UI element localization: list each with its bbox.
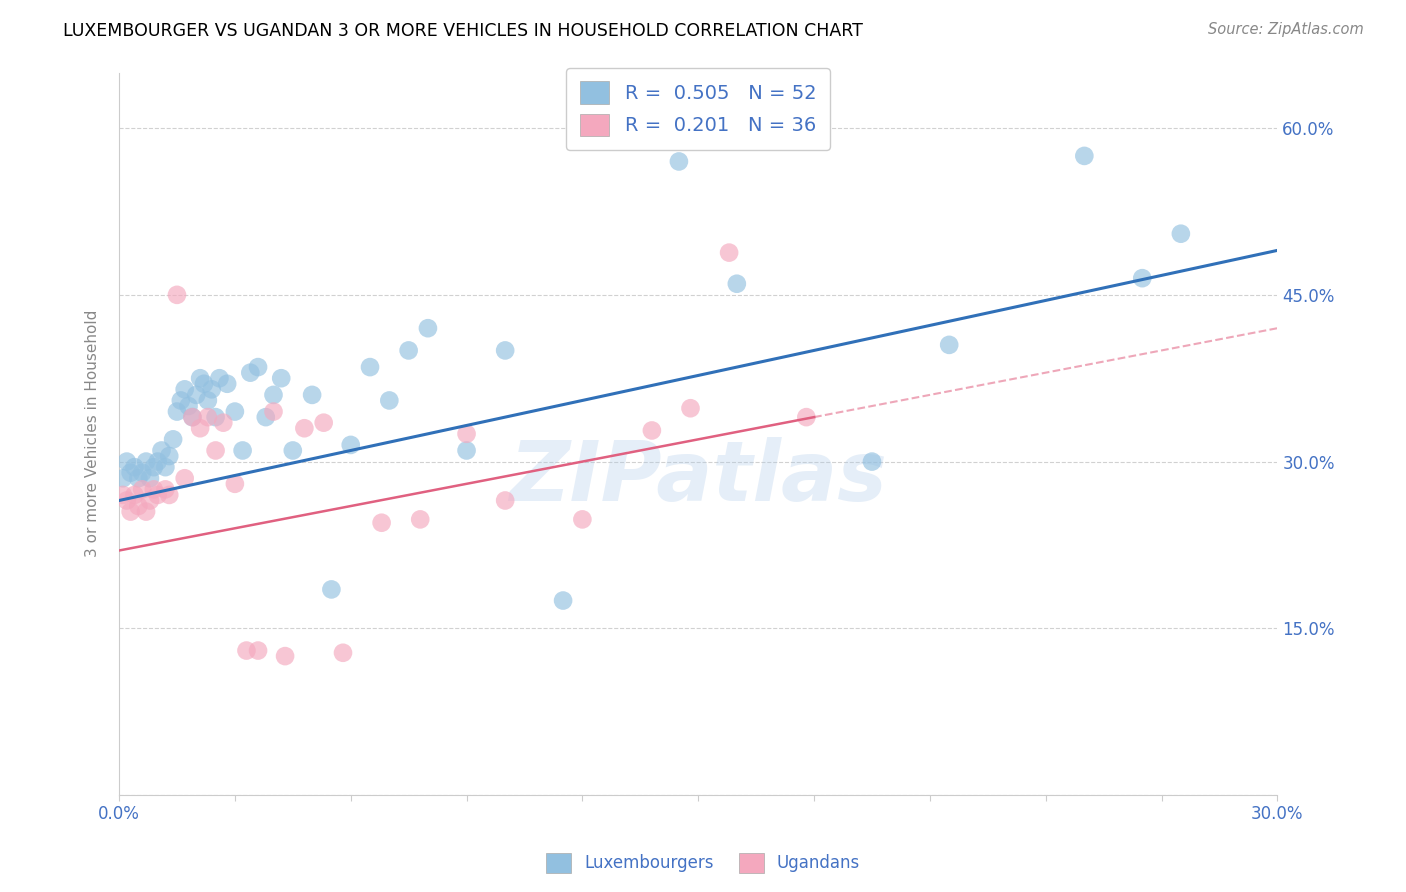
Point <box>551 593 574 607</box>
Point <box>177 399 200 413</box>
Point <box>254 410 277 425</box>
Point <box>938 338 960 352</box>
Point <box>162 433 184 447</box>
Point <box>339 438 361 452</box>
Point <box>1073 149 1095 163</box>
Point <box>111 471 134 485</box>
Point <box>127 471 149 485</box>
Point <box>115 454 138 468</box>
Point <box>166 288 188 302</box>
Point <box>224 404 246 418</box>
Point <box>150 443 173 458</box>
Point <box>860 454 883 468</box>
Point <box>1130 271 1153 285</box>
Point <box>124 488 146 502</box>
Point <box>173 471 195 485</box>
Point <box>120 505 142 519</box>
Point <box>321 582 343 597</box>
Point <box>312 416 335 430</box>
Point <box>127 499 149 513</box>
Point <box>292 421 315 435</box>
Point <box>131 483 153 497</box>
Point <box>301 388 323 402</box>
Point <box>166 404 188 418</box>
Point <box>247 360 270 375</box>
Point <box>197 410 219 425</box>
Point <box>571 512 593 526</box>
Legend: R =  0.505   N = 52, R =  0.201   N = 36: R = 0.505 N = 52, R = 0.201 N = 36 <box>567 68 830 150</box>
Point <box>186 388 208 402</box>
Point <box>794 410 817 425</box>
Point <box>217 376 239 391</box>
Point <box>247 643 270 657</box>
Point <box>124 460 146 475</box>
Legend: Luxembourgers, Ugandans: Luxembourgers, Ugandans <box>538 847 868 880</box>
Point <box>232 443 254 458</box>
Point <box>679 401 702 416</box>
Text: Source: ZipAtlas.com: Source: ZipAtlas.com <box>1208 22 1364 37</box>
Point <box>201 382 224 396</box>
Point <box>204 443 226 458</box>
Point <box>208 371 231 385</box>
Point <box>139 471 162 485</box>
Point <box>170 393 193 408</box>
Point <box>193 376 215 391</box>
Point <box>111 488 134 502</box>
Point <box>120 466 142 480</box>
Point <box>155 483 177 497</box>
Point <box>173 382 195 396</box>
Point <box>181 410 204 425</box>
Point <box>188 421 211 435</box>
Point <box>270 371 292 385</box>
Y-axis label: 3 or more Vehicles in Household: 3 or more Vehicles in Household <box>86 310 100 558</box>
Point <box>131 466 153 480</box>
Point <box>263 388 285 402</box>
Point <box>494 343 516 358</box>
Point <box>274 649 297 664</box>
Point <box>332 646 354 660</box>
Point <box>263 404 285 418</box>
Point <box>239 366 262 380</box>
Point <box>494 493 516 508</box>
Point <box>139 493 162 508</box>
Point <box>115 493 138 508</box>
Point <box>157 449 180 463</box>
Point <box>398 343 420 358</box>
Point <box>668 154 690 169</box>
Point <box>370 516 392 530</box>
Point <box>641 424 664 438</box>
Text: LUXEMBOURGER VS UGANDAN 3 OR MORE VEHICLES IN HOUSEHOLD CORRELATION CHART: LUXEMBOURGER VS UGANDAN 3 OR MORE VEHICL… <box>63 22 863 40</box>
Point <box>224 476 246 491</box>
Point <box>1170 227 1192 241</box>
Point <box>146 454 169 468</box>
Point <box>157 488 180 502</box>
Point <box>281 443 304 458</box>
Point <box>142 460 165 475</box>
Point <box>155 460 177 475</box>
Point <box>135 505 157 519</box>
Point <box>235 643 257 657</box>
Point <box>456 426 478 441</box>
Point <box>181 410 204 425</box>
Point <box>456 443 478 458</box>
Point <box>197 393 219 408</box>
Point <box>725 277 748 291</box>
Point <box>188 371 211 385</box>
Point <box>204 410 226 425</box>
Point <box>409 512 432 526</box>
Text: ZIPatlas: ZIPatlas <box>509 437 887 517</box>
Point <box>359 360 381 375</box>
Point <box>378 393 401 408</box>
Point <box>135 454 157 468</box>
Point <box>416 321 439 335</box>
Point <box>212 416 235 430</box>
Point <box>146 488 169 502</box>
Point <box>142 483 165 497</box>
Point <box>718 245 741 260</box>
